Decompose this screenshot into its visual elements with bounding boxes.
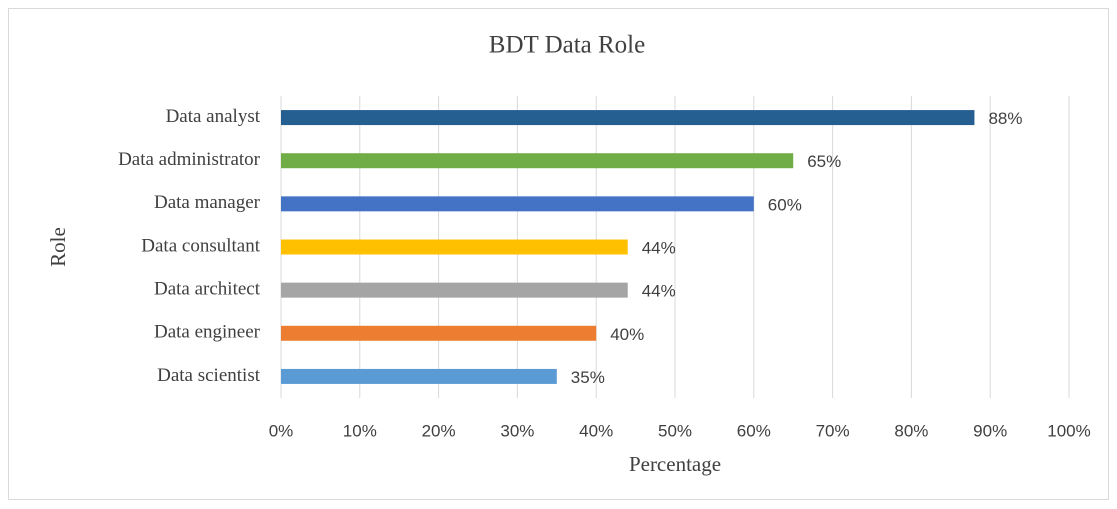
x-tick-label: 70%	[816, 421, 850, 440]
x-tick-label: 60%	[737, 421, 771, 440]
x-tick-label: 10%	[343, 421, 377, 440]
data-label: 44%	[642, 282, 676, 301]
x-axis-title: Percentage	[629, 452, 721, 476]
data-label: 40%	[610, 325, 644, 344]
y-tick-label: Data engineer	[154, 322, 261, 343]
x-tick-label: 80%	[894, 421, 928, 440]
y-tick-label: Data architect	[154, 279, 261, 300]
data-label: 88%	[988, 109, 1022, 128]
bar	[281, 153, 794, 169]
y-tick-label: Data administrator	[118, 149, 261, 170]
data-label: 65%	[807, 152, 841, 171]
y-tick-label: Data analyst	[166, 106, 261, 127]
y-axis-title: Role	[46, 227, 70, 267]
y-tick-label: Data consultant	[141, 235, 260, 256]
bar	[281, 110, 975, 126]
bar	[281, 282, 628, 298]
x-tick-label: 50%	[658, 421, 692, 440]
x-tick-label: 40%	[579, 421, 613, 440]
x-tick-label: 30%	[500, 421, 534, 440]
bar	[281, 325, 597, 341]
x-tick-label: 20%	[422, 421, 456, 440]
chart-title: BDT Data Role	[489, 32, 645, 59]
bar	[281, 239, 628, 255]
x-tick-label: 0%	[269, 421, 294, 440]
data-label: 35%	[571, 368, 605, 387]
data-label: 60%	[768, 195, 802, 214]
x-tick-label: 90%	[973, 421, 1007, 440]
bar	[281, 368, 557, 384]
y-tick-label: Data scientist	[157, 365, 261, 386]
data-label: 44%	[642, 238, 676, 257]
x-tick-label: 100%	[1047, 421, 1090, 440]
bar	[281, 196, 754, 212]
y-tick-label: Data manager	[154, 192, 261, 213]
